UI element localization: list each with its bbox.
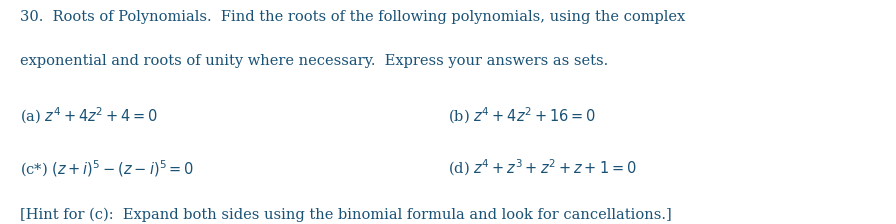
Text: (b) $z^4 + 4z^2 + 16 = 0$: (b) $z^4 + 4z^2 + 16 = 0$ <box>448 105 597 126</box>
Text: 30.  Roots of Polynomials.  Find the roots of the following polynomials, using t: 30. Roots of Polynomials. Find the roots… <box>20 10 685 24</box>
Text: (c*) $(z + i)^5 - (z - i)^5 = 0$: (c*) $(z + i)^5 - (z - i)^5 = 0$ <box>20 158 194 179</box>
Text: [Hint for (c):  Expand both sides using the binomial formula and look for cancel: [Hint for (c): Expand both sides using t… <box>20 207 671 222</box>
Text: (a) $z^4 + 4z^2 + 4 = 0$: (a) $z^4 + 4z^2 + 4 = 0$ <box>20 105 158 126</box>
Text: (d) $z^4 + z^3 + z^2 + z + 1 = 0$: (d) $z^4 + z^3 + z^2 + z + 1 = 0$ <box>448 158 637 178</box>
Text: exponential and roots of unity where necessary.  Express your answers as sets.: exponential and roots of unity where nec… <box>20 54 608 68</box>
